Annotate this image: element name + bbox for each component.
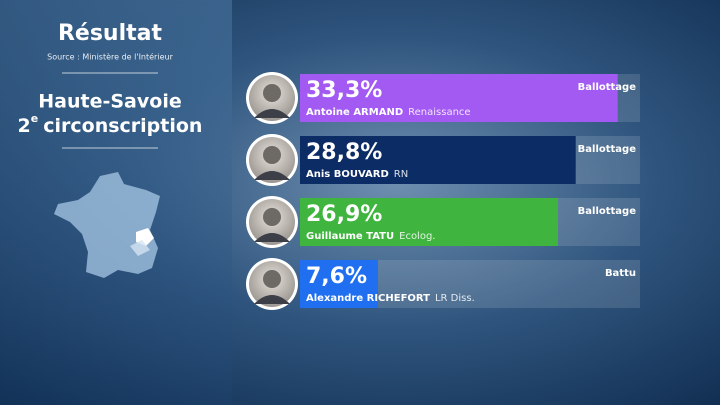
photo-body (254, 233, 290, 242)
candidate: Alexandre RICHEFORT LR Diss. (306, 293, 475, 304)
source: Source : Ministère de l'Intérieur (47, 52, 173, 62)
bar (300, 260, 378, 308)
value-label: 26,9% (306, 202, 382, 227)
status: Battu (605, 268, 636, 279)
value-label: 28,8% (306, 140, 382, 165)
photo-head (263, 84, 281, 102)
value-label: 33,3% (306, 78, 382, 103)
region-area (130, 240, 150, 256)
region: Haute-Savoie (38, 91, 181, 113)
photo-head (263, 208, 281, 226)
photo-head (263, 270, 281, 288)
photo-body (254, 109, 290, 118)
district-label: circonscription (43, 115, 202, 137)
bar (300, 198, 558, 246)
candidate: Guillaume TATU Ecolog. (306, 231, 435, 242)
photo-body (254, 171, 290, 180)
photo-body (254, 295, 290, 304)
value-label: 7,6% (306, 264, 367, 289)
status: Ballottage (578, 206, 637, 217)
bar (300, 136, 576, 184)
district-number: 2 (18, 115, 31, 137)
candidate-name: Anis BOUVARD (306, 169, 389, 180)
candidate-name: Guillaume TATU (306, 231, 394, 242)
party: Ecolog. (399, 231, 435, 242)
candidate: Antoine ARMAND Renaissance (306, 107, 471, 118)
party: RN (394, 169, 408, 180)
status: Ballottage (578, 144, 637, 155)
bar (300, 74, 618, 122)
party: LR Diss. (435, 293, 475, 304)
district-suffix: e (31, 112, 38, 125)
district: 2e circonscription (18, 112, 203, 137)
candidate-name: Antoine ARMAND (306, 107, 403, 118)
candidate: Anis BOUVARD RN (306, 169, 408, 180)
photo-head (263, 146, 281, 164)
france-map (54, 172, 160, 278)
status: Ballottage (578, 82, 637, 93)
rows: 33,3% Antoine ARMAND Renaissance Ballottage… (246, 72, 640, 310)
party: Renaissance (408, 107, 470, 118)
title: Résultat (58, 21, 163, 46)
candidate-name: Alexandre RICHEFORT (306, 293, 430, 304)
